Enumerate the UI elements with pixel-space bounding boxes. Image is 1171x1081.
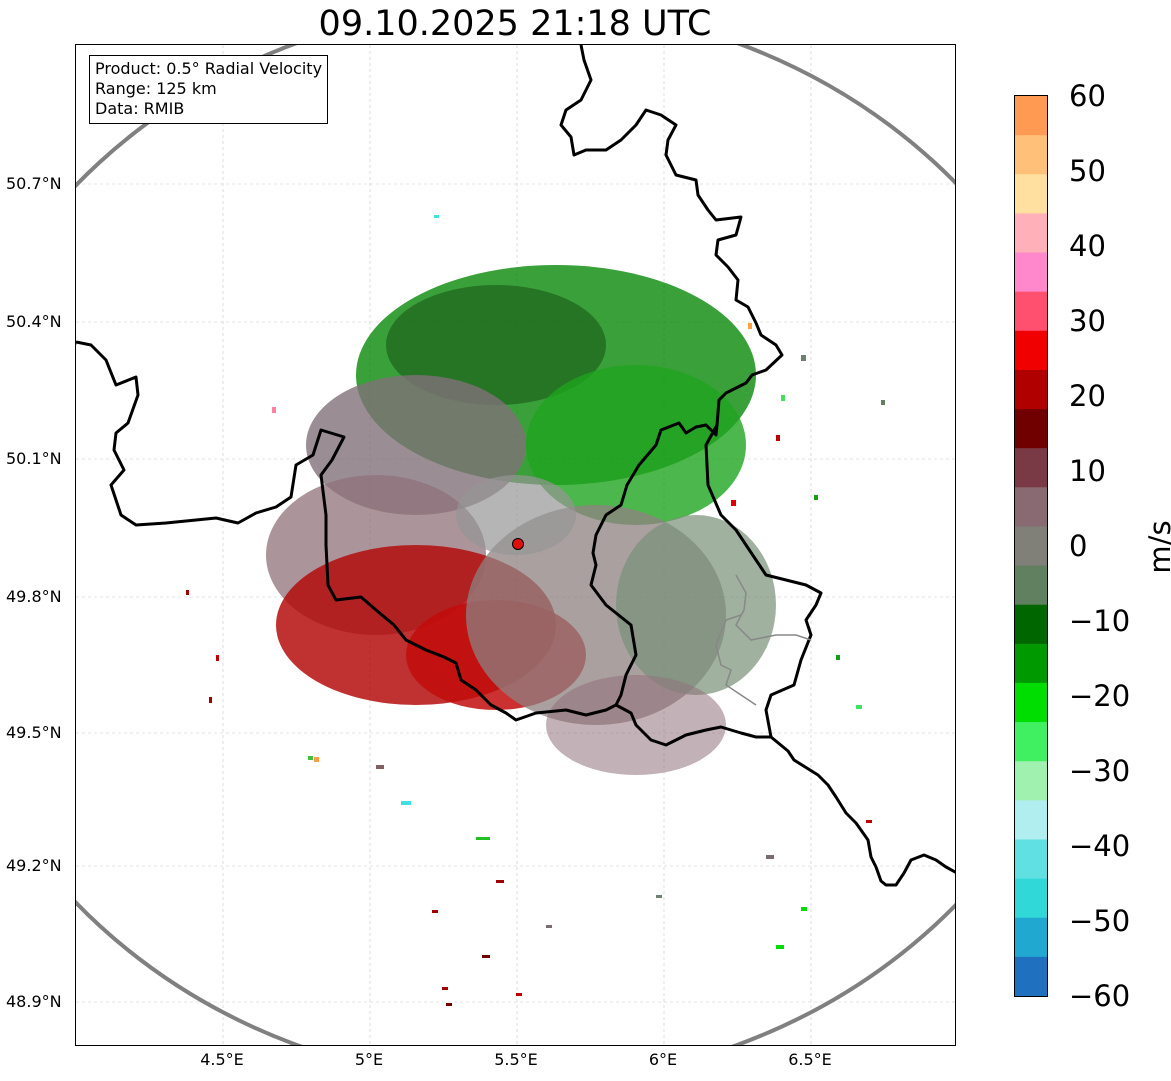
product-info-box: Product: 0.5° Radial Velocity Range: 125… (89, 55, 329, 124)
colorbar-tick: −40 (1069, 829, 1131, 863)
country-borders (76, 45, 955, 887)
lat-tick-label: 49.5°N (6, 723, 62, 742)
lat-tick-label: 48.9°N (6, 992, 62, 1011)
colorbar-tick: 30 (1069, 304, 1106, 338)
colorbar-swatch (1015, 369, 1047, 410)
map-canvas (76, 45, 955, 1045)
colorbar-tick: −50 (1069, 904, 1131, 938)
colorbar-tick: −20 (1069, 679, 1131, 713)
radar-site-marker[interactable] (512, 538, 524, 550)
lon-tick-label: 5°E (354, 1050, 384, 1069)
colorbar-swatch (1015, 409, 1047, 449)
colorbar-swatch (1015, 291, 1047, 332)
radar-map[interactable] (75, 44, 956, 1046)
colorbar-tick: 50 (1069, 154, 1106, 188)
colorbar-tick: 10 (1069, 454, 1106, 488)
colorbar-swatch (1015, 722, 1047, 762)
colorbar-tick: 60 (1069, 79, 1106, 113)
colorbar-tick: −30 (1069, 754, 1131, 788)
colorbar-swatch (1015, 643, 1047, 684)
colorbar-tick: 20 (1069, 379, 1106, 413)
colorbar-swatch (1015, 448, 1047, 488)
colorbar-tick: −60 (1069, 979, 1131, 1013)
colorbar-swatch (1015, 330, 1047, 371)
scattered-echoes (186, 215, 885, 1006)
colorbar-tick: 40 (1069, 229, 1106, 263)
colorbar-swatch (1015, 174, 1047, 214)
colorbar-tick: 0 (1069, 529, 1088, 563)
colorbar-swatch (1015, 917, 1047, 958)
velocity-echoes (266, 265, 776, 775)
colorbar-swatch (1015, 487, 1047, 527)
lat-tick-label: 50.7°N (6, 174, 62, 193)
colorbar-unit-label: m/s (1143, 520, 1171, 574)
colorbar-swatch (1015, 800, 1047, 840)
colorbar-swatch (1015, 252, 1047, 293)
colorbar-swatch (1015, 839, 1047, 880)
velocity-colorbar (1014, 95, 1048, 997)
lat-tick-label: 50.1°N (6, 449, 62, 468)
colorbar-swatch (1015, 761, 1047, 801)
colorbar-swatch (1015, 135, 1047, 175)
lat-tick-label: 50.4°N (6, 312, 62, 331)
colorbar-swatch (1015, 526, 1047, 567)
lat-tick-label: 49.8°N (6, 587, 62, 606)
lon-tick-label: 6°E (648, 1050, 678, 1069)
info-data-source: Data: RMIB (95, 99, 185, 118)
map-title: 09.10.2025 21:18 UTC (318, 4, 712, 44)
lon-tick-label: 4.5°E (200, 1050, 244, 1069)
colorbar-swatch (1015, 213, 1047, 254)
colorbar-tick: −10 (1069, 604, 1131, 638)
admin-boundaries (715, 574, 812, 706)
colorbar-swatch (1015, 682, 1047, 723)
lon-tick-label: 5.5°E (494, 1050, 538, 1069)
colorbar-swatch (1015, 878, 1047, 919)
info-range: Range: 125 km (95, 79, 217, 98)
colorbar-swatch (1015, 565, 1047, 606)
colorbar-swatch (1015, 604, 1047, 645)
colorbar-swatch (1015, 956, 1047, 996)
info-product: Product: 0.5° Radial Velocity (95, 59, 323, 78)
lon-tick-label: 6.5°E (788, 1050, 832, 1069)
colorbar-swatches (1015, 96, 1047, 996)
lat-tick-label: 49.2°N (6, 856, 62, 875)
colorbar-swatch (1015, 96, 1047, 136)
